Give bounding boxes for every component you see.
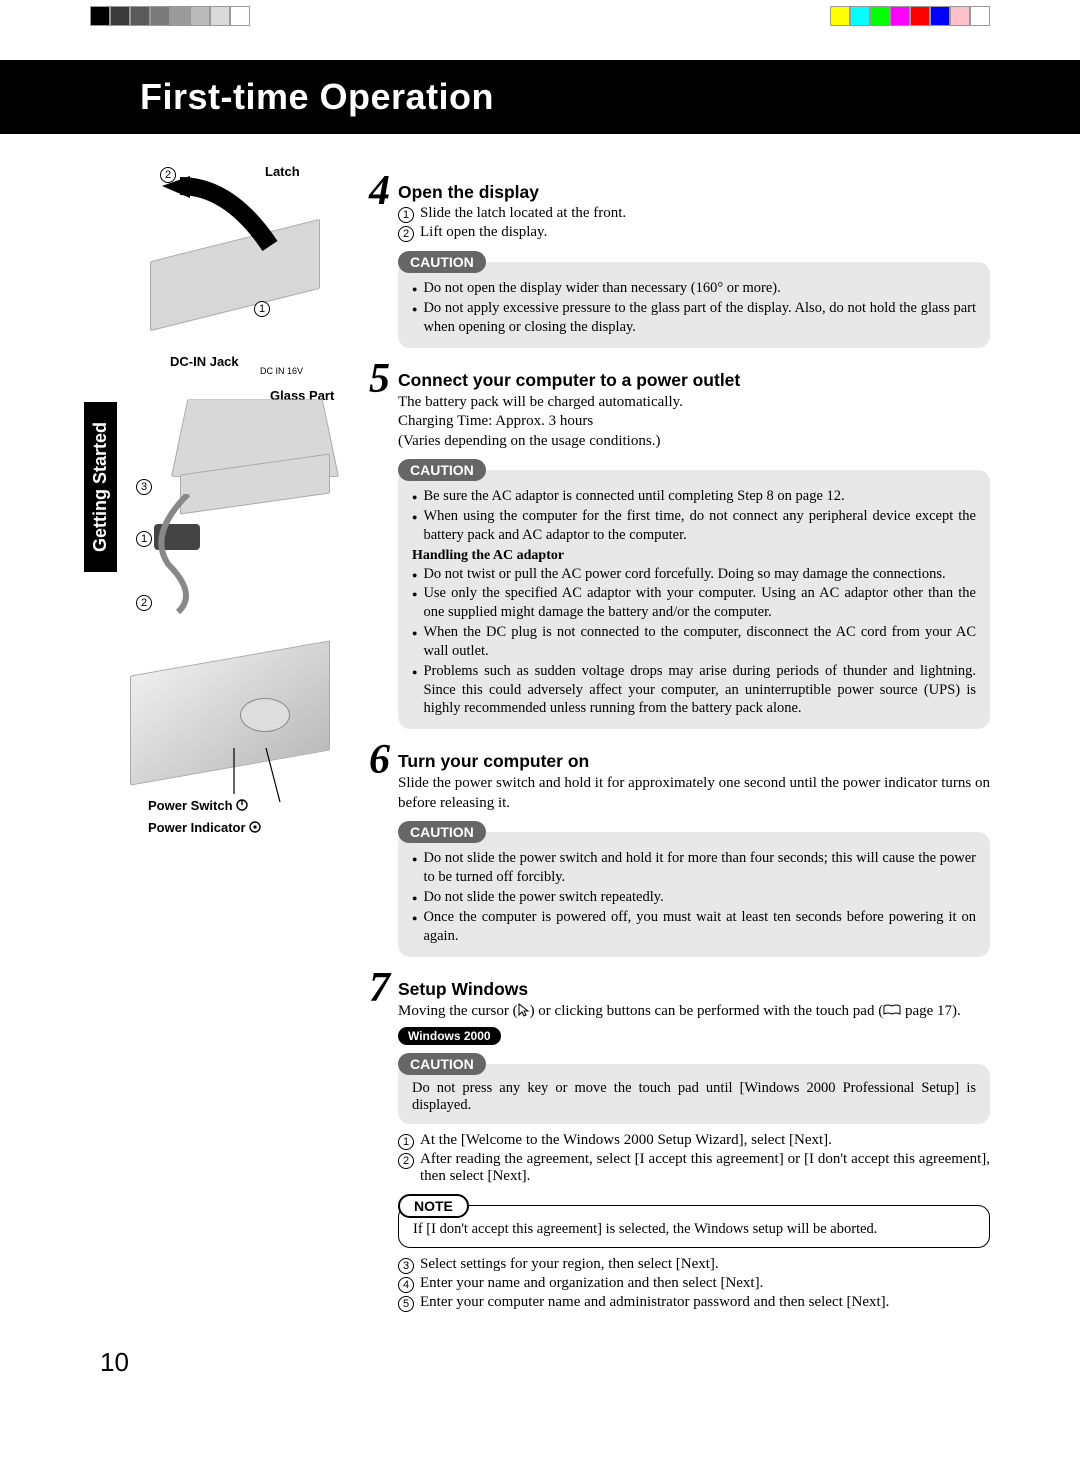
list-item: 1Slide the latch located at the front.	[398, 205, 990, 223]
caution-item: Do not slide the power switch and hold i…	[412, 849, 976, 887]
caution-item: When using the computer for the first ti…	[412, 507, 976, 545]
list-item: 2After reading the agreement, select [I …	[398, 1151, 990, 1185]
caution-item: Be sure the AC adaptor is connected unti…	[412, 487, 976, 506]
list-item: 2Lift open the display.	[398, 224, 990, 242]
list-item: 3Select settings for your region, then s…	[398, 1256, 990, 1274]
caution-label: CAUTION	[398, 251, 486, 273]
registration-bars	[0, 0, 1080, 30]
intro-line: Charging Time: Approx. 3 hours	[398, 412, 990, 432]
note-label: NOTE	[398, 1194, 469, 1218]
page-number: 10	[100, 1347, 1080, 1378]
caution-box: Be sure the AC adaptor is connected unti…	[398, 470, 990, 729]
book-ref-icon	[883, 1004, 901, 1016]
step-4: 4 Open the display 1Slide the latch loca…	[360, 170, 990, 348]
list-item: 4Enter your name and organization and th…	[398, 1275, 990, 1293]
fig1-n2: 2	[160, 167, 176, 183]
step-7-title: Setup Windows	[398, 967, 990, 1000]
list-item: 1At the [Welcome to the Windows 2000 Set…	[398, 1132, 990, 1150]
caution-item: When the DC plug is not connected to the…	[412, 623, 976, 661]
step-6-num: 6	[360, 739, 398, 956]
os-badge: Windows 2000	[398, 1027, 501, 1045]
list-item: 5Enter your computer name and administra…	[398, 1294, 990, 1312]
step-4-num: 4	[360, 170, 398, 348]
figure-power: Power Switch Power Indicator	[130, 658, 330, 858]
step-4-title: Open the display	[398, 170, 990, 203]
note-box: If [I don't accept this agreement] is se…	[398, 1205, 990, 1248]
step-6-intro: Slide the power switch and hold it for a…	[398, 774, 990, 813]
steps-column: 4 Open the display 1Slide the latch loca…	[360, 170, 990, 1323]
arrow-icon	[160, 176, 290, 266]
fig2-n2: 2	[136, 595, 152, 611]
figure-latch: 2 Latch 1	[130, 170, 330, 330]
step-6: 6 Turn your computer on Slide the power …	[360, 739, 990, 956]
intro-line: (Varies depending on the usage condition…	[398, 432, 990, 452]
caution-item: Do not open the display wider than neces…	[412, 279, 976, 298]
fig3-power-indicator: Power Indicator	[148, 820, 261, 835]
caution-item: Do not apply excessive pressure to the g…	[412, 299, 976, 337]
figures-column: 2 Latch 1 DC-IN Jack DC IN 16V Glass Par…	[130, 170, 360, 1323]
cable-icon	[148, 494, 228, 614]
step-5-title: Connect your computer to a power outlet	[398, 358, 990, 391]
caution-box: Do not open the display wider than neces…	[398, 262, 990, 348]
caution-item: Problems such as sudden voltage drops ma…	[412, 662, 976, 719]
caution-label: CAUTION	[398, 1053, 486, 1075]
registration-left	[90, 6, 250, 26]
caution-label: CAUTION	[398, 821, 486, 843]
title-band: First-time Operation	[0, 60, 1080, 134]
fig1-n1: 1	[254, 301, 270, 317]
step-5: 5 Connect your computer to a power outle…	[360, 358, 990, 730]
fig1-latch-label: Latch	[265, 164, 300, 179]
caution-label: CAUTION	[398, 459, 486, 481]
page-title: First-time Operation	[140, 76, 494, 117]
side-tab: Getting Started	[84, 402, 117, 572]
caution-subhead: Handling the AC adaptor	[412, 548, 976, 564]
step-7-intro: Moving the cursor () or clicking buttons…	[398, 1002, 990, 1022]
intro-line: The battery pack will be charged automat…	[398, 393, 990, 413]
caution-item: Do not slide the power switch repeatedly…	[412, 888, 976, 907]
caution-item: Use only the specified AC adaptor with y…	[412, 584, 976, 622]
fig3-power-switch: Power Switch	[148, 798, 248, 813]
step-5-num: 5	[360, 358, 398, 730]
caution-item: Do not twist or pull the AC power cord f…	[412, 565, 976, 584]
step-7: 7 Setup Windows Moving the cursor () or …	[360, 967, 990, 1313]
caution-box: Do not slide the power switch and hold i…	[398, 832, 990, 956]
fig2-n3: 3	[136, 479, 152, 495]
caution-item: Once the computer is powered off, you mu…	[412, 908, 976, 946]
registration-right	[830, 6, 990, 26]
page-content: Getting Started 2 Latch 1 DC-IN Jack DC …	[0, 170, 1080, 1323]
fig2-dcin-jack: DC-IN Jack	[170, 354, 239, 369]
figure-dcin: DC-IN Jack DC IN 16V Glass Part 3 1 2	[130, 354, 330, 634]
step-7-num: 7	[360, 967, 398, 1313]
cursor-icon	[518, 1003, 530, 1017]
fig2-dcin-16v: DC IN 16V	[260, 366, 303, 376]
caution-box: Do not press any key or move the touch p…	[398, 1064, 990, 1124]
step-6-title: Turn your computer on	[398, 739, 990, 772]
